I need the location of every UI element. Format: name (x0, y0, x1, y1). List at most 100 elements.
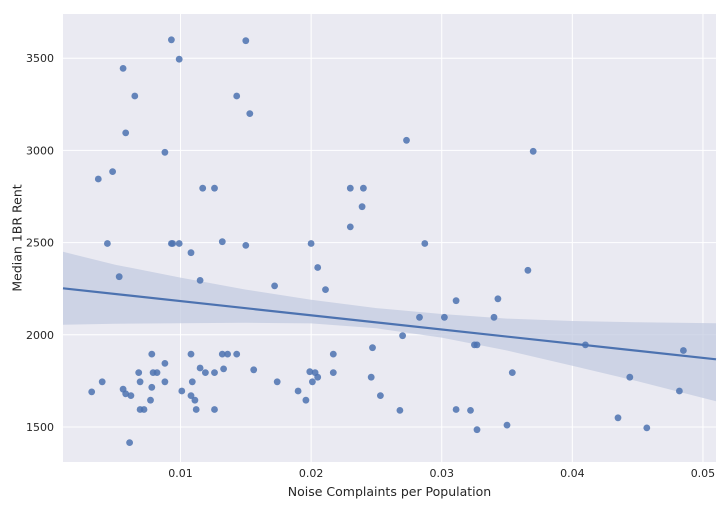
data-point (136, 378, 144, 386)
data-point (199, 184, 207, 192)
data-point (191, 396, 199, 404)
x-tick-label: 0.02 (299, 467, 324, 480)
data-point (242, 242, 250, 249)
data-point (147, 396, 154, 404)
data-point (187, 350, 195, 358)
data-point (140, 406, 148, 413)
data-point (233, 350, 241, 358)
data-point (250, 366, 258, 374)
data-point (329, 350, 337, 358)
x-tick-label: 0.01 (168, 467, 193, 480)
data-point (503, 421, 511, 429)
data-point (403, 136, 410, 144)
data-point (676, 387, 683, 395)
data-point (168, 36, 175, 44)
regression-line (62, 287, 717, 361)
data-point (416, 313, 423, 321)
data-point (175, 240, 183, 247)
data-point (187, 392, 195, 399)
data-point (680, 347, 687, 354)
x-axis-label: Noise Complaints per Population (288, 484, 491, 499)
x-tick-label: 0.03 (429, 467, 454, 480)
data-point (524, 266, 532, 274)
y-axis-label: Median 1BR Rent (9, 184, 24, 291)
data-point (211, 406, 218, 413)
y-tick-label: 2500 (26, 237, 54, 250)
data-point (192, 406, 200, 413)
data-point (126, 439, 133, 446)
data-point (360, 184, 367, 192)
data-point (452, 297, 460, 305)
confidence-band-area (63, 251, 716, 402)
data-point (115, 273, 123, 281)
data-point (218, 238, 226, 246)
data-point (161, 148, 169, 156)
data-point (187, 249, 195, 257)
data-point (367, 373, 375, 381)
data-point (314, 264, 322, 271)
data-point (452, 406, 460, 413)
y-tick-labels: 1500 2000 2500 3000 3500 (26, 52, 54, 434)
data-point (358, 203, 366, 211)
data-point (131, 92, 139, 100)
data-point (322, 286, 329, 293)
data-point (294, 387, 302, 395)
data-point (218, 350, 226, 358)
data-point (211, 369, 218, 376)
data-point (396, 407, 404, 414)
data-point (153, 369, 161, 376)
data-point (307, 240, 315, 247)
data-point (188, 378, 196, 386)
data-point (211, 184, 218, 192)
data-point (306, 368, 314, 376)
data-point (196, 277, 204, 284)
data-point (467, 407, 474, 414)
data-point (421, 240, 429, 247)
data-point (377, 392, 384, 399)
data-point (196, 364, 204, 372)
data-point (202, 369, 209, 376)
y-tick-label: 3000 (26, 144, 54, 157)
grid-lines (63, 14, 716, 462)
data-point (148, 383, 156, 391)
data-point (88, 388, 96, 396)
data-point (314, 373, 322, 381)
data-point (104, 240, 111, 247)
data-point (473, 426, 481, 434)
data-point (302, 396, 310, 404)
y-tick-label: 2000 (26, 329, 54, 342)
data-point (494, 295, 502, 303)
x-tick-label: 0.04 (560, 467, 585, 480)
data-point (273, 378, 281, 386)
regression-line-path (62, 287, 717, 361)
data-point (242, 37, 250, 45)
data-point (246, 110, 254, 117)
y-tick-label: 1500 (26, 421, 54, 434)
data-point (473, 341, 481, 349)
data-point (161, 378, 169, 386)
data-point (135, 369, 143, 376)
data-point (148, 350, 156, 358)
data-point (109, 168, 116, 176)
data-point (346, 184, 354, 192)
data-point (309, 378, 316, 386)
data-point (224, 350, 232, 358)
x-tick-label: 0.05 (691, 467, 716, 480)
data-point (529, 147, 537, 155)
data-point (233, 92, 241, 100)
data-points (88, 36, 687, 446)
data-point (369, 344, 376, 352)
data-point (329, 369, 337, 376)
data-point (127, 392, 135, 399)
data-point (508, 369, 516, 376)
data-point (94, 175, 102, 183)
data-point (178, 387, 186, 395)
data-point (161, 360, 169, 367)
data-point (399, 332, 406, 340)
data-point (346, 223, 354, 231)
data-point (122, 129, 130, 137)
data-point (614, 414, 622, 422)
data-point (490, 313, 498, 321)
data-point (220, 365, 228, 373)
